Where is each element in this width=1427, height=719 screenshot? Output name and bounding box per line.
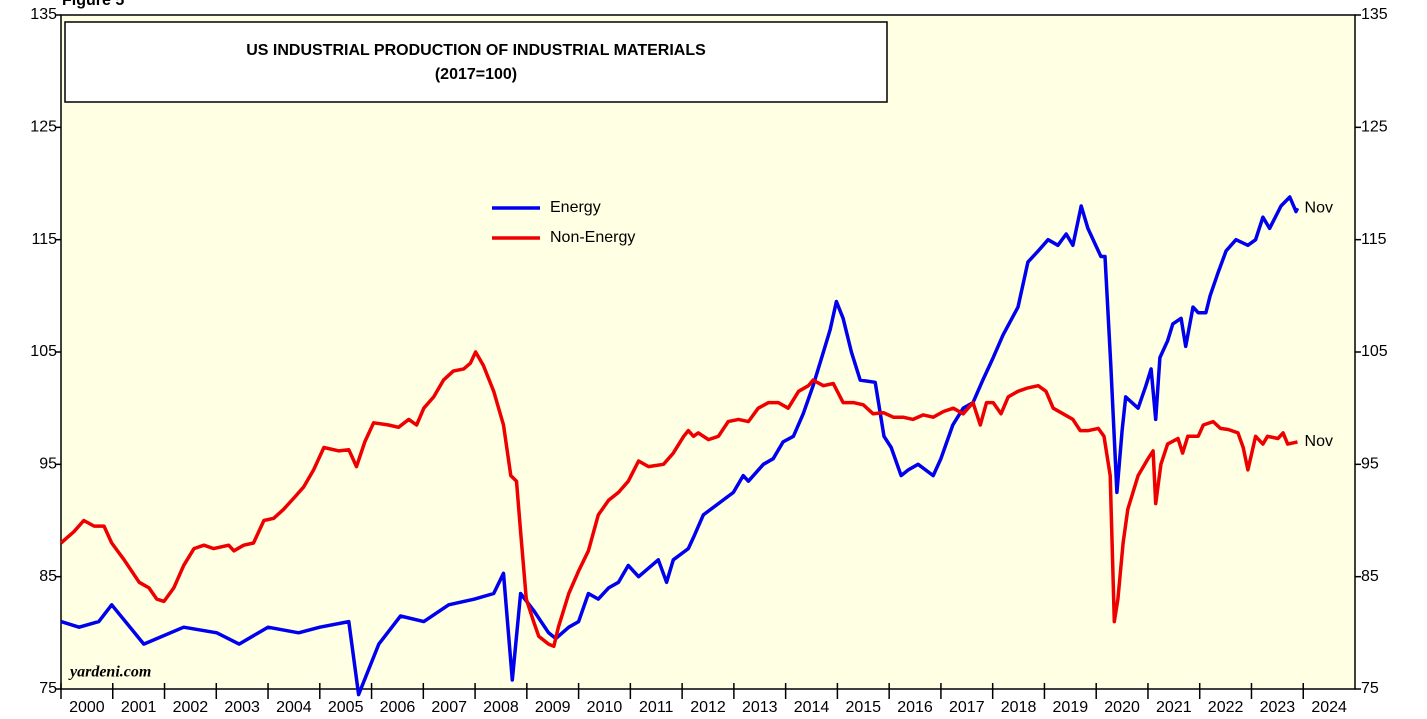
x-tick-label: 2013	[742, 699, 778, 716]
y-tick-label: 125	[30, 119, 57, 136]
x-tick-label: 2009	[535, 699, 571, 716]
x-tick-label: 2022	[1208, 699, 1244, 716]
x-tick-label: 2004	[276, 699, 312, 716]
x-tick-label: 2011	[639, 699, 674, 716]
data-line	[59, 350, 1298, 649]
x-tick-label: 2005	[328, 699, 364, 716]
legend-label: Energy	[550, 199, 601, 216]
x-tick-label: 2019	[1053, 699, 1089, 716]
y2-tick-label: 75	[1361, 680, 1379, 697]
x-tick-label: 2012	[690, 699, 726, 716]
end-label: Nov	[1305, 433, 1333, 450]
y2-tick-label: 105	[1361, 343, 1388, 360]
x-tick-label: 2003	[224, 699, 260, 716]
y-tick-label: 115	[31, 231, 57, 248]
y-tick-label: 85	[39, 568, 57, 585]
x-tick-label: 2023	[1260, 699, 1296, 716]
chart-title: US INDUSTRIAL PRODUCTION OF INDUSTRIAL M…	[246, 42, 706, 59]
x-tick-label: 2007	[431, 699, 467, 716]
x-tick-label: 2016	[897, 699, 933, 716]
x-tick-label: 2014	[794, 699, 830, 716]
y-tick-label: 75	[39, 680, 57, 697]
title-box	[64, 21, 888, 103]
y-tick-label: 95	[39, 456, 57, 473]
chart-subtitle: (2017=100)	[435, 66, 517, 83]
x-tick-label: 2017	[949, 699, 985, 716]
plot-area	[60, 14, 1356, 690]
x-tick-label: 2024	[1311, 699, 1347, 716]
x-tick-label: 2002	[173, 699, 209, 716]
x-tick-label: 2021	[1156, 699, 1192, 716]
figure-label: Figure 5	[62, 0, 124, 9]
x-tick-label: 2006	[380, 699, 416, 716]
y2-tick-label: 125	[1361, 119, 1388, 136]
x-tick-label: 2000	[69, 699, 105, 716]
x-tick-label: 2001	[121, 699, 157, 716]
y2-tick-label: 115	[1361, 231, 1387, 248]
data-line	[60, 195, 1300, 697]
x-tick-label: 2010	[587, 699, 623, 716]
y2-tick-label: 95	[1361, 456, 1379, 473]
legend-label: Non-Energy	[550, 229, 635, 246]
end-label: Nov	[1305, 199, 1333, 216]
x-tick-label: 2015	[845, 699, 881, 716]
x-tick-label: 2018	[1001, 699, 1037, 716]
y2-tick-label: 135	[1361, 6, 1388, 23]
y2-tick-label: 85	[1361, 568, 1379, 585]
y-tick-label: 105	[30, 343, 57, 360]
x-tick-label: 2020	[1104, 699, 1140, 716]
source: yardeni.com	[68, 664, 151, 681]
x-tick-label: 2008	[483, 699, 519, 716]
y-tick-label: 135	[30, 6, 57, 23]
